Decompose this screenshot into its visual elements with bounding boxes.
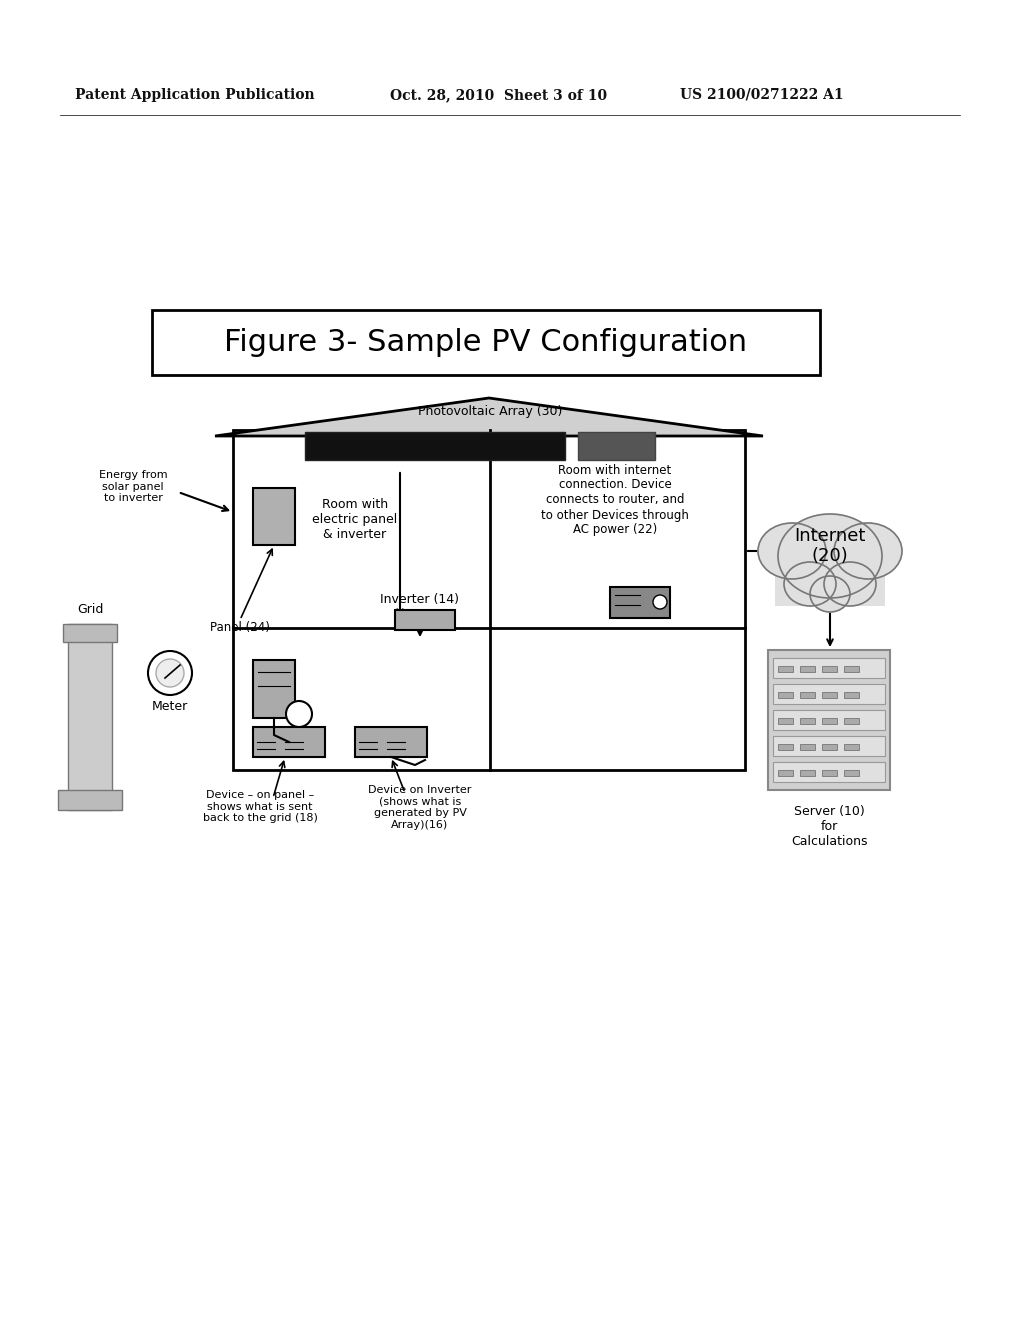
Text: Room with
electric panel
& inverter: Room with electric panel & inverter	[312, 499, 397, 541]
Text: Grid: Grid	[77, 603, 103, 616]
Bar	[822, 770, 837, 776]
Bar	[778, 770, 793, 776]
Bar	[778, 667, 793, 672]
Bar	[778, 744, 793, 750]
Ellipse shape	[758, 523, 826, 579]
Text: Panel (24): Panel (24)	[210, 622, 270, 635]
Bar	[773, 710, 885, 730]
Text: Device – on panel –
shows what is sent
back to the grid (18): Device – on panel – shows what is sent b…	[203, 789, 317, 824]
Circle shape	[156, 659, 184, 686]
Ellipse shape	[784, 562, 836, 606]
Bar	[844, 692, 859, 698]
Text: Inverter (14): Inverter (14)	[381, 594, 460, 606]
Ellipse shape	[810, 576, 850, 612]
Bar	[773, 737, 885, 756]
Bar	[58, 789, 122, 810]
Text: Room with internet
connection. Device
connects to router, and
to other Devices t: Room with internet connection. Device co…	[541, 463, 689, 536]
Bar	[63, 624, 117, 642]
Bar	[610, 587, 670, 618]
Bar	[773, 657, 885, 678]
Bar	[800, 718, 815, 723]
Text: Figure 3- Sample PV Configuration: Figure 3- Sample PV Configuration	[224, 327, 748, 356]
Text: Oct. 28, 2010  Sheet 3 of 10: Oct. 28, 2010 Sheet 3 of 10	[390, 88, 607, 102]
Bar	[822, 718, 837, 723]
Bar	[773, 684, 885, 704]
Circle shape	[286, 701, 312, 727]
Text: Photovoltaic Array (30): Photovoltaic Array (30)	[418, 405, 562, 418]
Bar	[800, 770, 815, 776]
Bar	[253, 727, 325, 756]
Text: Device on Inverter
(shows what is
generated by PV
Array)(16): Device on Inverter (shows what is genera…	[369, 785, 472, 830]
Bar	[822, 692, 837, 698]
Bar	[395, 610, 455, 630]
Text: Internet
(20): Internet (20)	[795, 527, 865, 565]
Bar	[822, 744, 837, 750]
Bar	[768, 649, 890, 789]
Bar	[305, 432, 565, 459]
Circle shape	[148, 651, 193, 696]
Text: US 2100/0271222 A1: US 2100/0271222 A1	[680, 88, 844, 102]
Bar	[778, 718, 793, 723]
Bar	[152, 310, 820, 375]
Bar	[253, 488, 295, 545]
Ellipse shape	[824, 562, 876, 606]
Bar	[253, 660, 295, 718]
Ellipse shape	[778, 513, 882, 598]
Text: Energy from
solar panel
to inverter: Energy from solar panel to inverter	[98, 470, 167, 503]
Bar	[773, 762, 885, 781]
Bar	[775, 550, 885, 606]
Bar	[233, 430, 745, 770]
Polygon shape	[215, 399, 763, 436]
Bar	[68, 624, 112, 810]
Bar	[578, 432, 655, 459]
Text: Patent Application Publication: Patent Application Publication	[75, 88, 314, 102]
Ellipse shape	[834, 523, 902, 579]
Bar	[844, 744, 859, 750]
Bar	[355, 727, 427, 756]
Bar	[844, 667, 859, 672]
Bar	[778, 692, 793, 698]
Bar	[844, 770, 859, 776]
Bar	[844, 718, 859, 723]
Bar	[800, 667, 815, 672]
Text: Server (10)
for
Calculations: Server (10) for Calculations	[791, 805, 867, 847]
Bar	[800, 692, 815, 698]
Text: Meter: Meter	[152, 700, 188, 713]
Bar	[800, 744, 815, 750]
Circle shape	[653, 595, 667, 609]
Bar	[822, 667, 837, 672]
